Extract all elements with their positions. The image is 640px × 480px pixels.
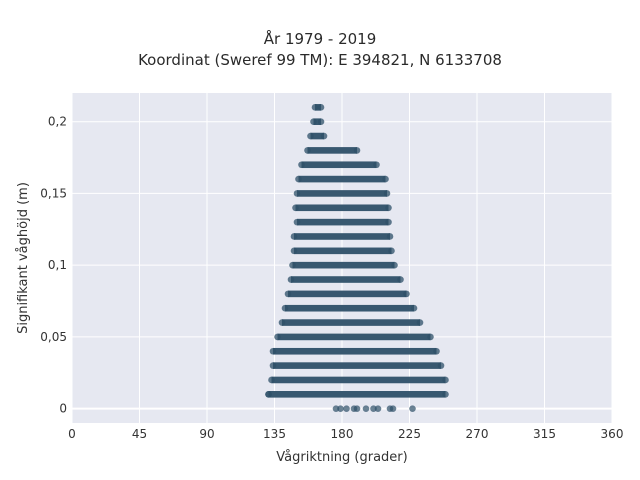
y-tick-label: 0,15 (40, 186, 67, 200)
point-band (293, 190, 391, 197)
point-band (290, 247, 395, 255)
point-band (295, 175, 389, 183)
point-band (310, 118, 325, 125)
point-band (289, 261, 398, 269)
x-tick-label: 45 (132, 427, 147, 441)
data-point-cluster (294, 247, 392, 255)
y-axis-label: Signifikant våghöjd (m) (16, 182, 31, 334)
x-axis-label: Vågriktning (grader) (276, 450, 407, 465)
y-tick-label: 0,05 (40, 330, 67, 344)
x-tick-label: 180 (331, 427, 354, 441)
x-tick-label: 225 (398, 427, 421, 441)
data-point-cluster (313, 118, 321, 125)
point-band (269, 347, 440, 355)
point-band (304, 147, 361, 154)
point-band (298, 161, 380, 169)
data-point-cluster (292, 261, 395, 269)
data-point-cluster (298, 175, 386, 183)
data-point-cluster (288, 290, 407, 298)
point-band (293, 218, 392, 226)
x-tick-label: 90 (199, 427, 214, 441)
data-point-cluster (285, 304, 414, 312)
point-band (268, 376, 449, 384)
data-point-cluster (307, 147, 357, 154)
data-point (362, 405, 370, 412)
data-point-cluster (291, 276, 401, 283)
data-point-cluster (315, 104, 321, 111)
point-band (274, 333, 434, 341)
y-tick-label: 0 (59, 402, 67, 416)
data-point (353, 405, 361, 412)
x-tick-label: 360 (601, 427, 624, 441)
chart-subtitle: Koordinat (Sweref 99 TM): E 394821, N 61… (138, 51, 502, 69)
data-point-cluster (273, 362, 441, 369)
chart-title: År 1979 - 2019 (263, 30, 377, 48)
point-band (278, 319, 424, 326)
point-band (292, 204, 392, 212)
x-tick-label: 315 (533, 427, 556, 441)
point-band (307, 132, 328, 140)
point-band (265, 391, 449, 398)
data-point-cluster (301, 161, 377, 169)
point-band (290, 233, 394, 240)
data-point-cluster (277, 333, 431, 341)
x-axis-ticks: 0 45 90 135 180 225 270 315 360 (68, 427, 623, 441)
point-band (311, 104, 325, 111)
data-point-cluster (297, 218, 389, 226)
data-point-cluster (310, 132, 324, 140)
data-point-cluster (268, 391, 446, 398)
data-point (409, 405, 416, 412)
point-band (281, 304, 418, 312)
data-point (374, 405, 382, 412)
data-point-cluster (282, 319, 420, 326)
x-tick-label: 135 (263, 427, 286, 441)
data-point-cluster (294, 233, 390, 240)
data-point-cluster (271, 376, 446, 384)
data-point-cluster (273, 347, 437, 355)
data-point-cluster (295, 204, 389, 212)
data-point (265, 391, 272, 398)
data-point-cluster (297, 190, 387, 197)
point-band (287, 276, 404, 283)
data-point (337, 405, 344, 412)
y-tick-label: 0,1 (48, 258, 67, 272)
point-band (284, 290, 410, 298)
x-tick-label: 270 (466, 427, 489, 441)
data-point (389, 405, 397, 412)
point-band (269, 362, 445, 369)
data-points (265, 104, 449, 412)
x-tick-label: 0 (68, 427, 76, 441)
y-tick-label: 0,2 (48, 115, 67, 129)
y-axis-ticks: 0 0,05 0,1 0,15 0,2 (40, 115, 67, 416)
data-point (343, 405, 350, 412)
